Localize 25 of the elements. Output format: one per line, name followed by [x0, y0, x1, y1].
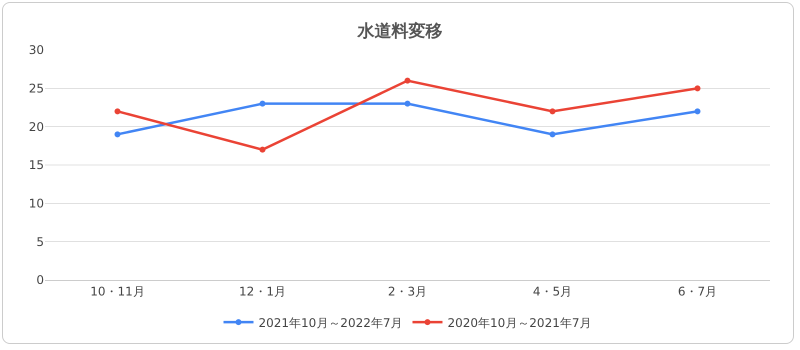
- point: [260, 100, 266, 107]
- point: [404, 100, 410, 107]
- y-tick-label: 15: [28, 158, 44, 172]
- y-tick-label: 10: [28, 196, 44, 211]
- y-tick-label: 5: [36, 234, 44, 249]
- point: [260, 146, 266, 153]
- y-tick-label: 0: [36, 273, 44, 288]
- y-tick-label: 25: [28, 82, 44, 96]
- y-tick-label: 20: [28, 120, 44, 134]
- x-tick-label: 6・7月: [678, 284, 718, 298]
- point: [550, 131, 556, 138]
- legend-label: 2020年10月～2021年7月: [447, 316, 592, 330]
- x-tick-label: 4・5月: [532, 284, 572, 298]
- point: [114, 131, 120, 138]
- chart-title: 水道料変移: [356, 21, 442, 42]
- x-tick-label: 2・3月: [388, 284, 428, 298]
- point: [694, 85, 700, 92]
- legend-label: 2021年10月～2022年7月: [258, 316, 402, 330]
- y-tick-label: 30: [28, 43, 44, 58]
- point: [550, 108, 556, 114]
- point: [694, 108, 700, 114]
- point: [114, 108, 120, 114]
- x-tick-label: 12・1月: [239, 284, 286, 298]
- x-tick-label: 10・11月: [90, 284, 145, 298]
- point: [404, 78, 410, 84]
